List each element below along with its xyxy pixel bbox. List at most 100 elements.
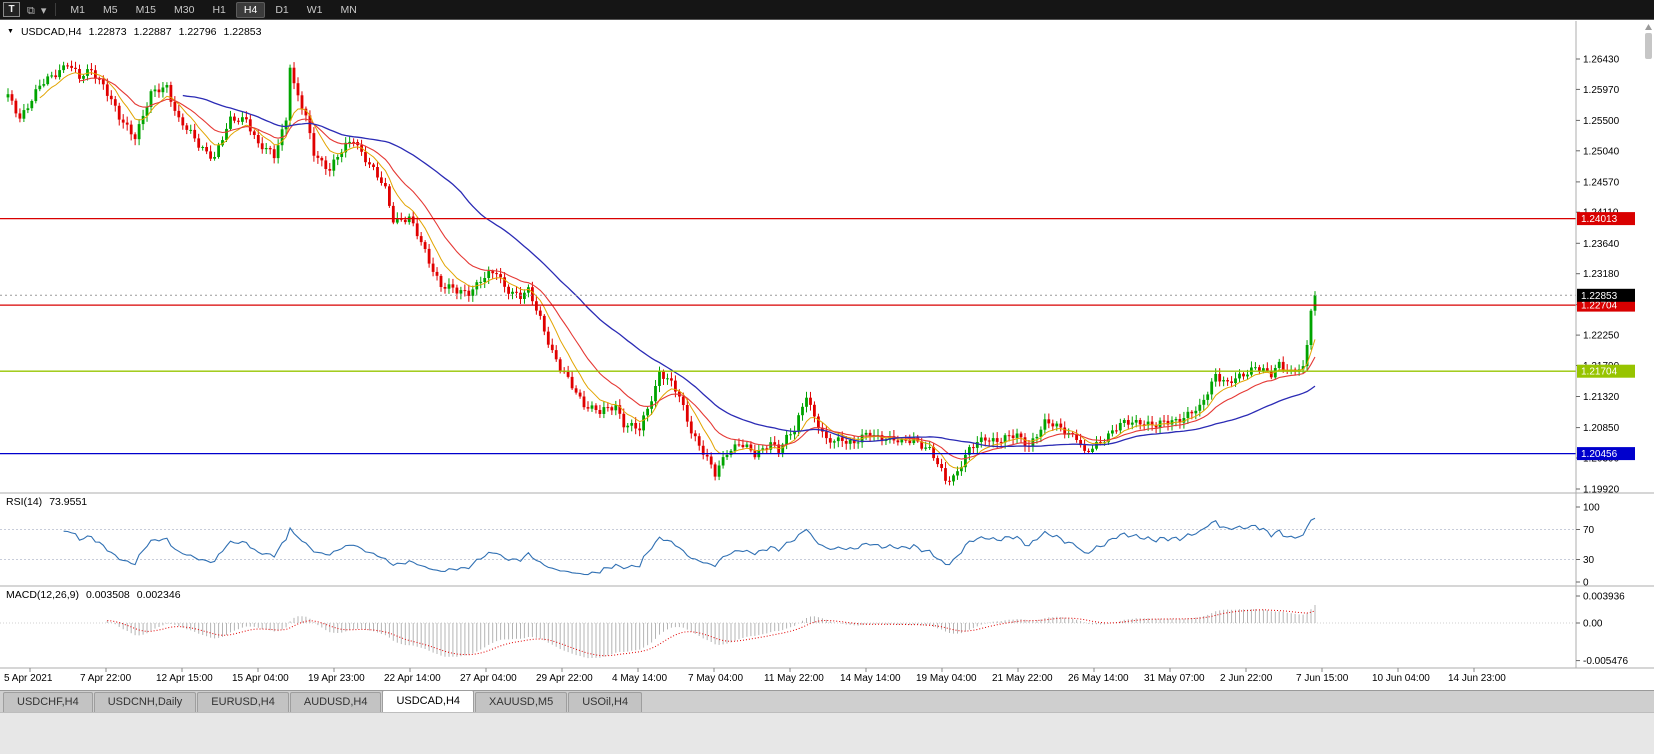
price-tag[interactable] (1577, 212, 1635, 226)
candle-body (177, 110, 181, 118)
candle-body (324, 160, 328, 169)
chart-tab-xauusd[interactable]: XAUUSD,M5 (475, 692, 568, 712)
timeframe-button-h1[interactable]: H1 (212, 3, 226, 16)
candle-body (1230, 381, 1233, 383)
candle-body (932, 447, 935, 459)
timeframe-button-d1[interactable]: D1 (275, 3, 289, 16)
candle-body (141, 115, 145, 125)
candle-body (272, 149, 276, 159)
rsi-level-label: 100 (1583, 503, 1600, 514)
candle-body (1122, 420, 1126, 423)
candle-body (1281, 361, 1285, 371)
candle-body (614, 405, 618, 411)
chart-tab-usdchf[interactable]: USDCHF,H4 (3, 692, 93, 712)
candle-body (181, 117, 185, 126)
chart-tab-audusd[interactable]: AUDUSD,H4 (289, 692, 382, 712)
chart-scrollbar-thumb[interactable] (1645, 33, 1652, 59)
rsi-line (63, 517, 1316, 576)
candle-body (765, 448, 769, 450)
price-tag[interactable] (1577, 298, 1635, 312)
timeframe-button-m30[interactable]: M30 (174, 3, 195, 16)
candle-body (701, 445, 705, 455)
timeframe-button-mn[interactable]: MN (340, 3, 357, 16)
templates-icon[interactable]: ⧉ (27, 4, 35, 17)
candle-body (856, 442, 860, 444)
candle-body (395, 218, 399, 223)
candle-body (316, 155, 320, 158)
time-axis[interactable] (0, 668, 1576, 688)
timeframe-button-h4[interactable]: H4 (235, 1, 266, 18)
candle-body (58, 70, 61, 78)
candle-body (630, 423, 634, 426)
candle-body (1055, 423, 1059, 427)
candle-body (364, 151, 367, 163)
candle-body (74, 67, 77, 69)
candle-body (209, 151, 212, 159)
timeframe-button-m5[interactable]: M5 (102, 3, 118, 16)
dropdown-caret-icon[interactable]: ▾ (40, 4, 47, 17)
candle-body (237, 120, 240, 122)
candle-body (248, 119, 252, 132)
time-axis-label: 19 May 04:00 (916, 673, 977, 684)
candle-body (1059, 423, 1063, 428)
chart-tab-eurusd[interactable]: EURUSD,H4 (197, 692, 289, 712)
candle-body (26, 108, 30, 111)
chart-tab-usoil[interactable]: USOil,H4 (568, 692, 643, 712)
pointer-tool-button[interactable]: T (3, 2, 20, 17)
macd-name: MACD(12,26,9) (6, 589, 79, 601)
candle-body (252, 131, 256, 135)
candle-body (797, 415, 800, 431)
candle-body (654, 386, 657, 402)
candle-body (658, 371, 661, 386)
candle-body (340, 152, 344, 157)
candle-body (1238, 373, 1241, 379)
candle-body (411, 216, 415, 224)
candle-body (205, 147, 208, 152)
timeframe-button-w1[interactable]: W1 (306, 3, 323, 16)
candle-body (1210, 381, 1214, 395)
candle-body (487, 271, 491, 278)
status-area (0, 712, 1654, 754)
candle-body (439, 275, 443, 287)
candle-body (1234, 378, 1237, 383)
price-tag[interactable] (1577, 288, 1635, 302)
price-tag[interactable] (1577, 364, 1635, 378)
macd-signal-value: 0.002346 (136, 589, 181, 601)
candle-body (256, 135, 260, 144)
price-tag[interactable] (1577, 447, 1635, 461)
candle-body (1063, 427, 1067, 435)
candle-body (709, 456, 713, 465)
candle-body (904, 439, 908, 441)
ohlc-open: 1.22873 (88, 26, 127, 38)
macd-signal-line (107, 609, 1316, 657)
chart-canvas[interactable]: 1.264301.259701.255001.250401.245701.241… (0, 0, 1654, 690)
candle-body (491, 271, 495, 274)
candle-body (133, 134, 137, 140)
price-axis[interactable] (1576, 21, 1654, 668)
candle-body (463, 290, 467, 292)
ma-slow-line (182, 94, 1316, 448)
candle-body (535, 301, 538, 311)
candle-body (38, 85, 42, 90)
scrollbar-up-arrow-icon[interactable] (1645, 24, 1652, 30)
candle-body (300, 95, 304, 109)
candle-body (952, 475, 955, 482)
chart-tab-usdcad[interactable]: USDCAD,H4 (382, 690, 475, 712)
candle-body (979, 437, 983, 442)
candle-body (288, 67, 292, 121)
candle-body (685, 405, 689, 422)
timeframe-button-m15[interactable]: M15 (135, 3, 157, 16)
candle-body (1242, 373, 1245, 377)
rsi-level-label: 0 (1583, 578, 1589, 589)
rsi-indicator-label: RSI(14) 73.9551 (6, 496, 87, 508)
candle-body (455, 287, 459, 294)
candle-body (169, 85, 173, 102)
candle-body (924, 447, 928, 449)
candle-body (348, 141, 351, 143)
candle-body (109, 95, 113, 100)
chart-tab-usdcnh[interactable]: USDCNH,Daily (93, 692, 197, 712)
timeframe-button-m1[interactable]: M1 (70, 3, 85, 16)
candle-body (1162, 420, 1166, 422)
candle-body (213, 157, 216, 159)
rsi-name: RSI(14) (6, 496, 43, 508)
